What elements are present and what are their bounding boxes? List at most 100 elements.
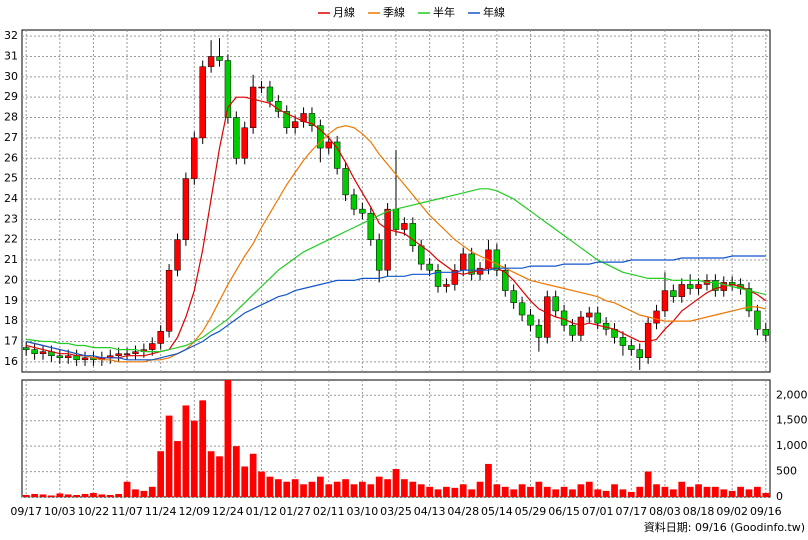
y-tick-label: 24 [4, 192, 18, 205]
volume-bar [39, 494, 47, 497]
volume-bar [518, 484, 526, 497]
candle-body [754, 310, 761, 330]
volume-bar [258, 471, 265, 497]
x-tick-label: 12/24 [212, 505, 244, 518]
x-tick-label: 05/14 [481, 505, 513, 518]
volume-bar [611, 484, 618, 497]
y-tick-label: 20 [4, 273, 18, 286]
legend-label: 月線 [333, 5, 355, 19]
volume-bar [476, 481, 484, 497]
candle-body [157, 331, 164, 344]
candle-body [686, 284, 694, 289]
x-tick-label: 09/16 [750, 505, 782, 518]
volume-bar [695, 484, 702, 497]
candle-body [73, 355, 80, 361]
candle-body [544, 296, 551, 338]
y-tick-label: 1,500 [776, 414, 808, 427]
candle-body [191, 137, 198, 179]
candle-body [468, 253, 475, 275]
volume-bar [232, 446, 240, 497]
x-tick-label: 12/09 [178, 505, 210, 518]
candle-body [586, 312, 593, 318]
x-tick-label: 01/12 [246, 505, 278, 518]
volume-bar [182, 405, 190, 497]
x-tick-label: 01/27 [279, 505, 311, 518]
x-tick-label: 04/28 [447, 505, 479, 518]
volume-bar [106, 494, 114, 497]
volume-bar [274, 479, 282, 497]
volume-bar [249, 453, 257, 497]
candle-body [762, 329, 769, 336]
volume-bar [585, 481, 593, 497]
candle-body [283, 111, 290, 128]
volume-bar [543, 486, 551, 497]
ma-line [26, 125, 766, 363]
volume-bar [132, 489, 139, 497]
candle-body [527, 314, 534, 326]
candle-body [216, 56, 223, 61]
x-tick-label: 08/03 [649, 505, 681, 518]
candle-body [518, 302, 526, 316]
volume-bar [485, 463, 492, 497]
volume-bar [552, 489, 560, 497]
volume-bar [644, 471, 652, 497]
volume-bar [510, 489, 518, 497]
ma-line [26, 96, 767, 359]
candle-body [56, 355, 64, 359]
volume-bar [375, 476, 383, 497]
volume-bar [199, 400, 207, 497]
x-tick-label: 09/17 [10, 505, 42, 518]
volume-bar [115, 493, 123, 497]
volume-bar [443, 486, 450, 497]
volume-bar [359, 481, 366, 497]
volume-bar [653, 484, 660, 497]
volume-bar [56, 493, 64, 497]
candle-body [115, 353, 122, 356]
candle-body [670, 290, 677, 297]
y-tick-label: 22 [4, 233, 18, 246]
y-tick-label: 26 [4, 151, 18, 164]
candle-body [81, 357, 89, 361]
volume-bar [686, 486, 694, 497]
legend-label: 年線 [483, 5, 505, 19]
y-tick-label: 23 [4, 212, 18, 225]
candle-body [249, 86, 257, 128]
volume-bar [190, 420, 198, 497]
volume-bar [224, 380, 232, 497]
y-tick-label: 31 [4, 49, 18, 62]
volume-bar [669, 489, 677, 497]
candle-body [23, 347, 30, 350]
volume-bar [527, 486, 534, 497]
volume-bar [737, 486, 744, 497]
y-tick-label: 17 [4, 334, 18, 347]
y-tick-label: 19 [4, 294, 18, 307]
volume-bar [392, 469, 400, 497]
y-tick-label: 32 [4, 29, 18, 42]
volume-bar [333, 481, 341, 497]
volume-bar [745, 489, 753, 497]
candle-body [333, 141, 341, 169]
volume-bar [619, 489, 627, 497]
volume-bar [291, 479, 299, 497]
volume-bar [22, 494, 30, 497]
candle-body [384, 208, 391, 271]
candle-body [577, 316, 585, 336]
candle-body [443, 284, 450, 287]
volume-bar [409, 481, 417, 497]
footnote: 資料日期: 09/16 (Goodinfo.tw) [644, 520, 805, 534]
candle-body [510, 290, 517, 304]
y-tick-label: 27 [4, 131, 18, 144]
volume-bar [451, 487, 459, 497]
volume-bar [754, 486, 761, 497]
volume-bar [602, 490, 610, 497]
candle-body [661, 290, 669, 312]
y-tick-label: 28 [4, 111, 18, 124]
volume-bar [308, 481, 316, 497]
candle-body [493, 249, 501, 271]
candle-body [401, 223, 408, 230]
candle-body [123, 353, 131, 355]
candle-body [418, 245, 425, 265]
candle-body [65, 355, 72, 359]
